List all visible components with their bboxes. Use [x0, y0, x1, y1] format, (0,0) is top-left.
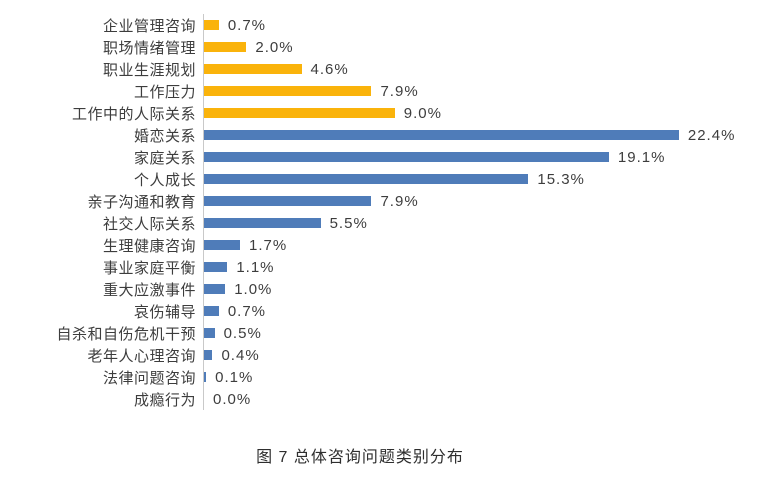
category-label: 企业管理咨询 — [102, 17, 196, 35]
bar-track: 0.4% — [203, 344, 762, 366]
chart-row: 生理健康咨询 1.7% — [0, 234, 762, 256]
value-label: 2.0% — [255, 38, 294, 56]
chart-row: 职场情绪管理 2.0% — [0, 36, 762, 58]
bar-track: 0.5% — [203, 322, 762, 344]
bar — [204, 240, 241, 250]
chart-row: 职业生涯规划 4.6% — [0, 58, 762, 80]
chart-row: 家庭关系 19.1% — [0, 146, 762, 168]
bar-track: 7.9% — [203, 80, 762, 102]
value-label: 1.1% — [236, 258, 275, 276]
bar-track: 0.0% — [203, 388, 762, 410]
category-label: 家庭关系 — [133, 149, 196, 167]
chart-row: 老年人心理咨询 0.4% — [0, 344, 762, 366]
category-label: 法律问题咨询 — [102, 369, 196, 387]
bar-track: 4.6% — [203, 58, 762, 80]
bar-track: 22.4% — [203, 124, 762, 146]
bar — [204, 262, 228, 272]
bar — [204, 64, 302, 74]
value-label: 9.0% — [403, 104, 442, 122]
category-label: 重大应激事件 — [102, 281, 196, 299]
value-label: 5.5% — [329, 214, 368, 232]
value-label: 7.9% — [380, 82, 419, 100]
category-label: 工作中的人际关系 — [71, 105, 196, 123]
bar — [204, 174, 529, 184]
bar-track: 0.7% — [203, 300, 762, 322]
bar — [204, 196, 372, 206]
value-label: 0.5% — [223, 324, 262, 342]
value-label: 7.9% — [380, 192, 419, 210]
category-label: 职业生涯规划 — [102, 61, 196, 79]
bar — [204, 130, 679, 140]
value-label: 0.7% — [227, 302, 267, 320]
bar-track: 1.7% — [203, 234, 762, 256]
chart-row: 社交人际关系 5.5% — [0, 212, 762, 234]
chart-row: 企业管理咨询 0.7% — [0, 14, 762, 36]
bar — [204, 284, 226, 294]
chart-row: 婚恋关系 22.4% — [0, 124, 762, 146]
value-label: 0.7% — [227, 16, 267, 34]
chart-rows: 企业管理咨询 0.7% 职场情绪管理 2.0% 职业生涯规划 4.6% 工作压力 7.9% 工作… — [0, 14, 762, 410]
chart-row: 工作压力 7.9% — [0, 80, 762, 102]
chart-row: 亲子沟通和教育 7.9% — [0, 190, 762, 212]
bar-track: 5.5% — [203, 212, 762, 234]
category-label: 事业家庭平衡 — [102, 259, 196, 277]
bar-track: 1.0% — [203, 278, 762, 300]
bar-track: 1.1% — [203, 256, 762, 278]
value-label: 0.4% — [221, 346, 260, 364]
bar — [204, 350, 213, 360]
category-label: 成瘾行为 — [133, 391, 196, 409]
category-label: 职场情绪管理 — [102, 39, 196, 57]
category-label: 生理健康咨询 — [102, 237, 196, 255]
bar-track: 0.7% — [203, 14, 762, 36]
bar-track: 2.0% — [203, 36, 762, 58]
chart-row: 自杀和自伤危机干预 0.5% — [0, 322, 762, 344]
bar-track: 19.1% — [203, 146, 762, 168]
figure-caption: 图 7 总体咨询问题类别分布 — [256, 449, 464, 466]
category-label: 老年人心理咨询 — [87, 347, 196, 365]
value-label: 0.0% — [213, 390, 252, 408]
category-label: 哀伤辅导 — [133, 303, 196, 321]
chart-row: 成瘾行为 0.0% — [0, 388, 762, 410]
bar-track: 15.3% — [203, 168, 762, 190]
bar — [204, 372, 207, 382]
bar-chart: 企业管理咨询 0.7% 职场情绪管理 2.0% 职业生涯规划 4.6% 工作压力 7.9% 工作… — [0, 14, 762, 410]
chart-row: 重大应激事件 1.0% — [0, 278, 762, 300]
value-label: 0.1% — [215, 368, 254, 386]
value-label: 22.4% — [687, 126, 736, 144]
bar — [204, 86, 372, 96]
chart-row: 个人成长 15.3% — [0, 168, 762, 190]
bar-track: 0.1% — [203, 366, 762, 388]
category-label: 亲子沟通和教育 — [87, 193, 196, 211]
category-label: 个人成长 — [133, 171, 196, 189]
bar — [204, 108, 395, 118]
value-label: 4.6% — [310, 60, 349, 78]
bar — [204, 152, 609, 162]
chart-row: 事业家庭平衡 1.1% — [0, 256, 762, 278]
category-label: 社交人际关系 — [102, 215, 196, 233]
bar — [204, 42, 247, 52]
value-label: 1.0% — [234, 280, 273, 298]
category-label: 自杀和自伤危机干预 — [56, 325, 196, 343]
bar-track: 7.9% — [203, 190, 762, 212]
bar — [204, 218, 321, 228]
chart-row: 工作中的人际关系 9.0% — [0, 102, 762, 124]
chart-row: 法律问题咨询 0.1% — [0, 366, 762, 388]
value-label: 1.7% — [249, 236, 288, 254]
bar — [204, 328, 215, 338]
bar — [204, 306, 219, 316]
bar — [204, 20, 219, 30]
category-label: 工作压力 — [133, 83, 196, 101]
category-label: 婚恋关系 — [133, 127, 196, 145]
chart-row: 哀伤辅导 0.7% — [0, 300, 762, 322]
bar-track: 9.0% — [203, 102, 762, 124]
value-label: 19.1% — [617, 148, 666, 166]
value-label: 15.3% — [537, 170, 585, 188]
